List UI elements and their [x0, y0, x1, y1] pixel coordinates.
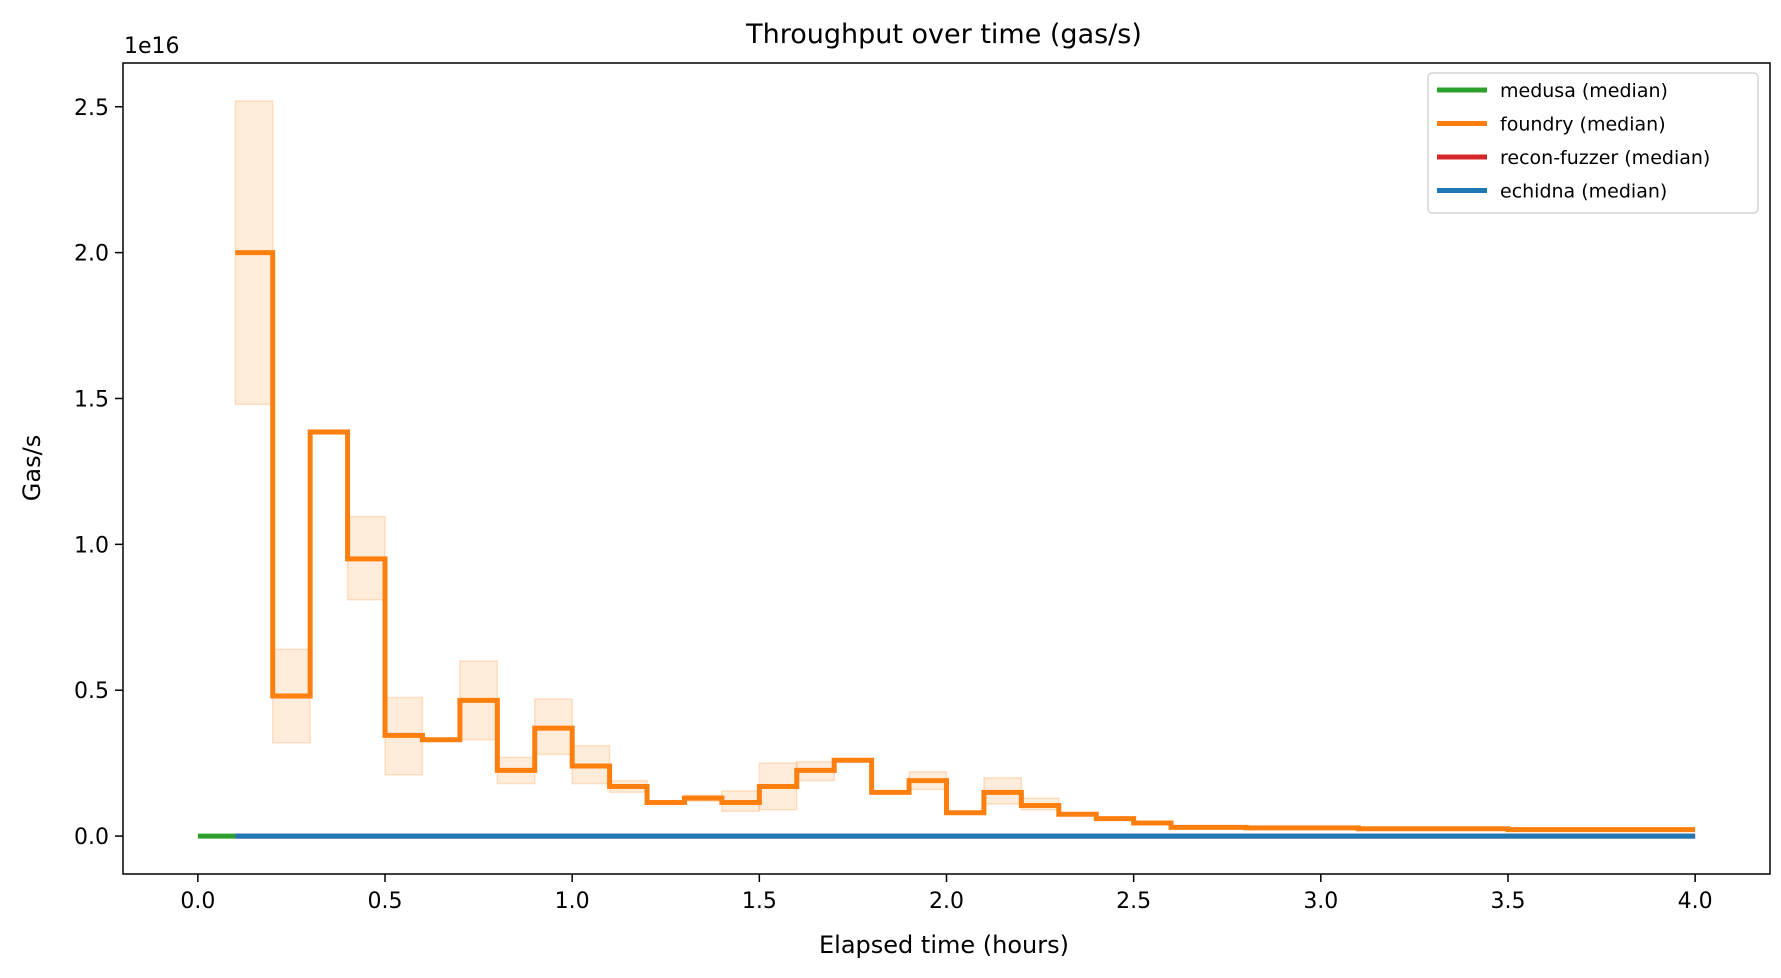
y-tick-label: 1.0 — [74, 533, 109, 558]
legend-label: recon-fuzzer (median) — [1500, 147, 1710, 169]
y-tick-label: 1.5 — [74, 387, 109, 412]
x-tick-label: 2.5 — [1116, 889, 1151, 914]
line-layer — [197, 250, 1696, 839]
x-tick-label: 4.0 — [1678, 889, 1713, 914]
x-tick-label: 3.5 — [1490, 889, 1525, 914]
y-tick-label: 2.5 — [74, 96, 109, 121]
y-axis: 0.0 0.5 1.0 1.5 2.0 2.5 — [74, 96, 123, 850]
y-tick-label: 2.0 — [74, 242, 109, 267]
legend: medusa (median) foundry (median) recon-fuz… — [1427, 72, 1759, 214]
x-tick-label: 1.5 — [742, 889, 777, 914]
y-tick-label: 0.5 — [74, 679, 109, 704]
legend-frame — [1427, 72, 1759, 214]
legend-label: foundry (median) — [1500, 114, 1666, 136]
y-tick-label: 0.0 — [74, 825, 109, 850]
x-tick-label: 2.0 — [929, 889, 964, 914]
series-line-foundry — [235, 250, 1696, 833]
x-tick-label: 0.5 — [368, 889, 403, 914]
x-axis-label: Elapsed time (hours) — [819, 931, 1069, 959]
y-offset-label: 1e16 — [124, 34, 180, 59]
y-axis-label: Gas/s — [18, 435, 46, 501]
legend-label: echidna (median) — [1500, 181, 1667, 203]
x-tick-label: 0.0 — [180, 889, 215, 914]
chart-title: Throughput over time (gas/s) — [745, 19, 1142, 50]
legend-label: medusa (median) — [1500, 80, 1668, 102]
x-axis: 0.0 0.5 1.0 1.5 2.0 2.5 3.0 3.5 4.0 — [180, 874, 1713, 914]
x-tick-label: 3.0 — [1303, 889, 1338, 914]
x-tick-label: 1.0 — [555, 889, 590, 914]
